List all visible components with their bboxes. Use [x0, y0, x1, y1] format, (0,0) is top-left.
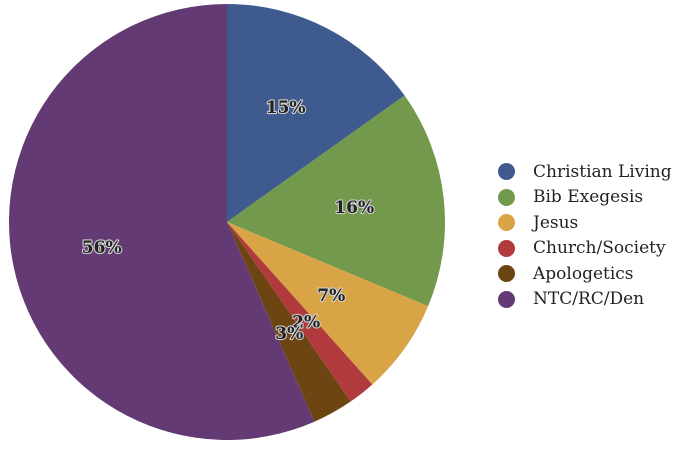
pie-label-bib-exegesis: 16% — [334, 198, 374, 218]
legend-item-christian-living: Christian Living — [498, 159, 672, 185]
legend-label: Church/Society — [533, 238, 666, 259]
legend-swatch-jesus — [498, 214, 515, 232]
pie-label-jesus: 7% — [317, 286, 345, 306]
legend-label: Christian Living — [533, 161, 672, 182]
pie-slice-bib-exegesis — [227, 95, 446, 307]
pie-slice-ntc-rc-den — [8, 4, 315, 441]
pie-slice-apologetics — [227, 222, 351, 422]
legend-item-bib-exegesis: Bib Exegesis — [498, 185, 672, 211]
legend-item-jesus: Jesus — [498, 210, 672, 236]
legend-label: Jesus — [533, 212, 579, 233]
pie-label-christian-living: 15% — [266, 98, 306, 118]
legend-label: Apologetics — [533, 263, 634, 284]
pie-label-apologetics: 3% — [275, 324, 303, 344]
legend-item-ntc-rc-den: NTC/RC/Den — [498, 287, 672, 313]
legend-item-church-society: Church/Society — [498, 236, 672, 262]
legend: Christian Living Bib Exegesis Jesus Chur… — [498, 159, 672, 312]
pie-labels: 15% 16% 7% 2%3% 56% — [81, 97, 376, 345]
legend-swatch-bib-exegesis — [498, 188, 515, 206]
legend-swatch-apologetics — [498, 265, 515, 283]
legend-item-apologetics: Apologetics — [498, 261, 672, 287]
legend-swatch-ntc-rc-den — [498, 290, 515, 308]
pie-slice-church-society — [227, 222, 373, 402]
pie-label-church-society: 2% — [292, 313, 320, 333]
pie-slice-jesus — [227, 222, 429, 385]
legend-swatch-christian-living — [498, 163, 515, 181]
legend-label: Bib Exegesis — [533, 187, 644, 208]
pie-slices — [8, 4, 446, 441]
pie-label-ntc-rc-den: 56% — [82, 238, 122, 258]
legend-swatch-church-society — [498, 239, 515, 257]
legend-label: NTC/RC/Den — [533, 289, 645, 310]
pie-slice-christian-living — [227, 4, 405, 222]
